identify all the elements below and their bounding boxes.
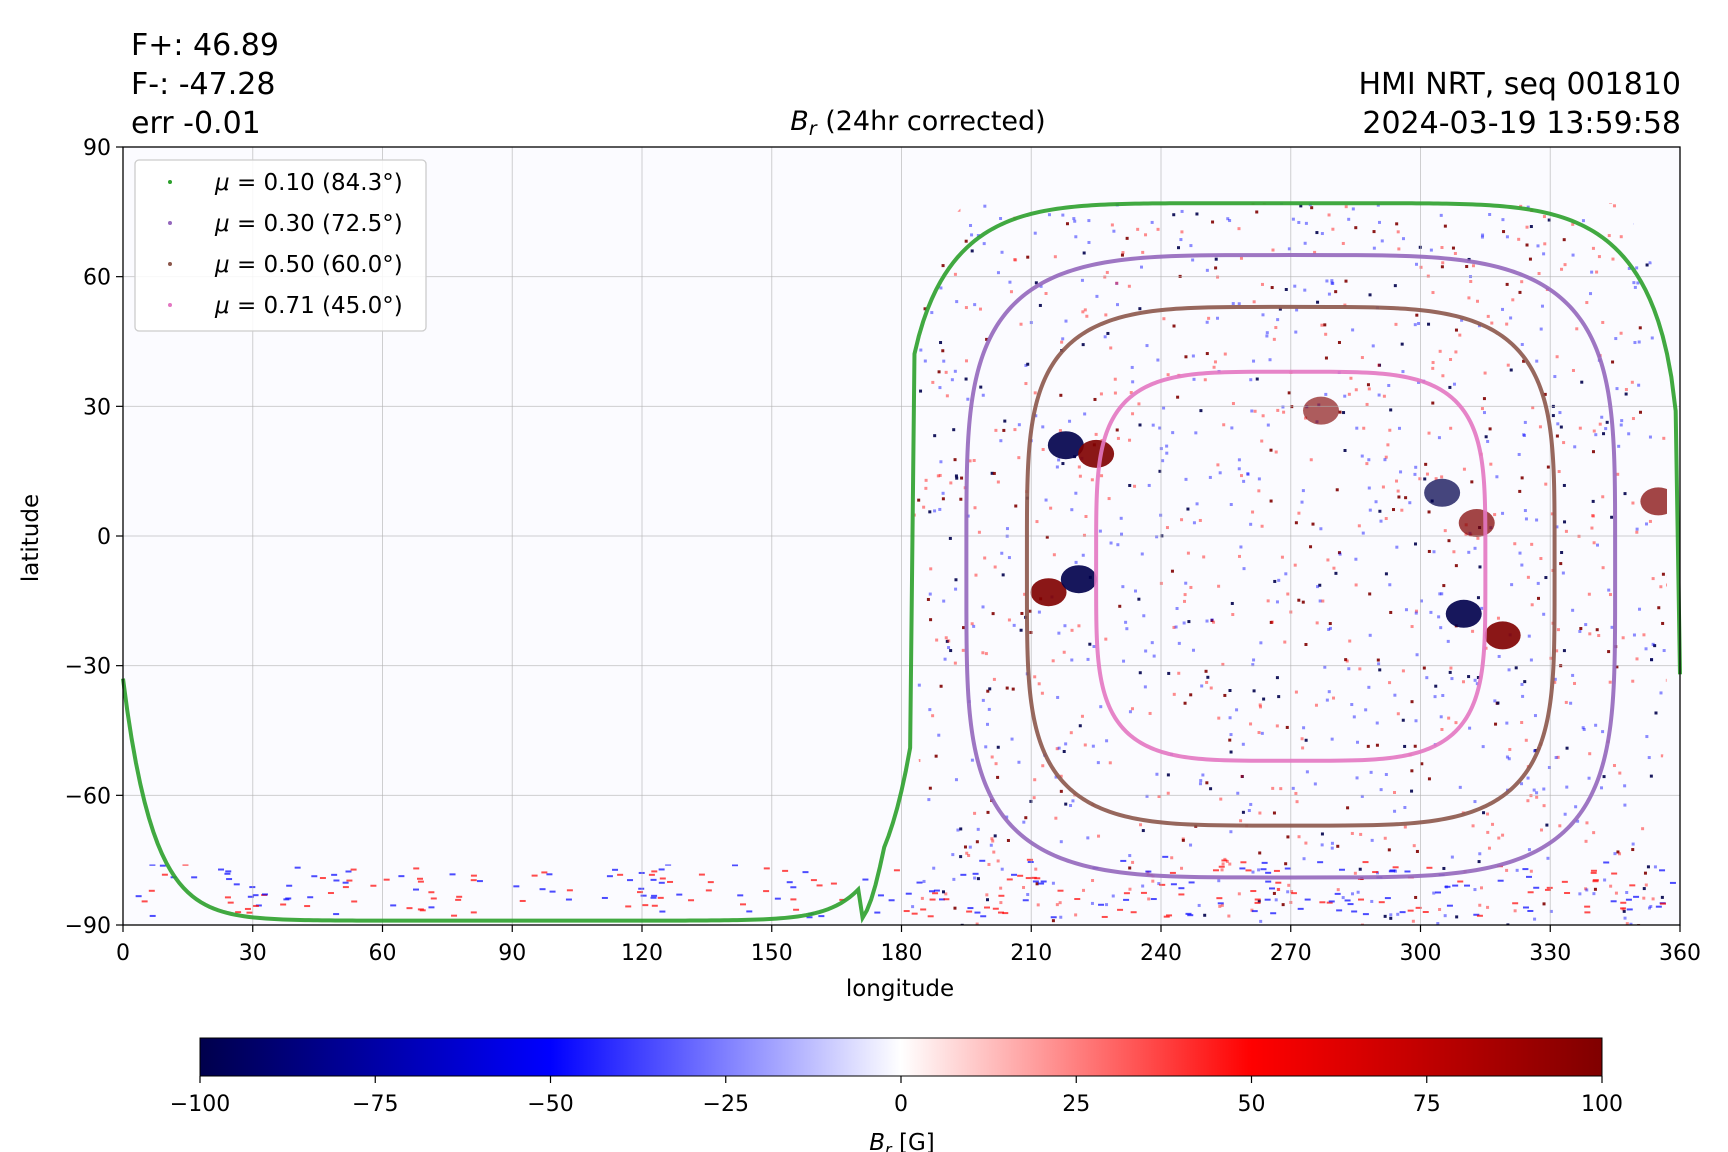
colorbar-tick-label: 100 (1581, 1092, 1623, 1117)
source-info: HMI NRT, seq 001810 2024-03-19 13:59:58 (1358, 66, 1681, 144)
flux-summary: F+: 46.89 F-: -47.28 err -0.01 (131, 27, 279, 144)
x-tick-label: 150 (751, 941, 793, 966)
colorbar-tick-label: 75 (1413, 1092, 1441, 1117)
legend-marker (168, 262, 172, 266)
y-tick-label: −90 (65, 914, 111, 939)
x-tick-label: 30 (239, 941, 267, 966)
colorbar-tick-label: 25 (1062, 1092, 1090, 1117)
timestamp: 2024-03-19 13:59:58 (1362, 106, 1681, 141)
y-tick-label: 90 (83, 136, 111, 161)
x-tick-label: 120 (621, 941, 663, 966)
legend: μ = 0.10 (84.3°) μ = 0.30 (72.5°) μ = 0.50… (134, 159, 427, 332)
active-region (1424, 478, 1461, 507)
x-tick-label: 60 (369, 941, 397, 966)
colorbar-ticks: −100 −75 −50 −25 0 25 50 75 100 (170, 1076, 1623, 1117)
x-tick-label: 210 (1010, 941, 1052, 966)
y-tick-label: 30 (83, 395, 111, 420)
colorbar-tick-label: −75 (352, 1092, 398, 1117)
legend-label: μ = 0.10 (84.3°) (214, 170, 403, 196)
x-tick-label: 270 (1270, 941, 1312, 966)
y-tick-label: 0 (97, 525, 111, 550)
x-tick-label: 300 (1400, 941, 1442, 966)
legend-box (134, 159, 427, 332)
colorbar-tick-label: 0 (894, 1092, 908, 1117)
mu-contours (121, 201, 1682, 924)
colorbar-tick-label: −50 (527, 1092, 573, 1117)
x-tick-label: 330 (1529, 941, 1571, 966)
x-tick-label: 0 (116, 941, 130, 966)
x-tick-label: 90 (498, 941, 526, 966)
flux-negative: F-: -47.28 (131, 67, 276, 102)
active-region (1047, 431, 1084, 460)
flux-positive: F+: 46.89 (131, 28, 279, 63)
legend-label: μ = 0.71 (45.0°) (214, 293, 403, 319)
x-tick-label: 180 (881, 941, 923, 966)
contour-mu-3 (1094, 369, 1488, 763)
x-tick-label: 360 (1659, 941, 1701, 966)
x-axis-ticks: 0 30 60 90 120 150 180 210 240 270 300 330 360 (116, 925, 1701, 966)
active-region (1445, 599, 1482, 628)
colorbar-tick-label: 50 (1238, 1092, 1266, 1117)
contour-mu-0 (121, 201, 1682, 924)
colorbar: −100 −75 −50 −25 0 25 50 75 100 Br [G] (170, 1037, 1623, 1152)
colorbar-label: Br [G] (869, 1130, 935, 1152)
legend-marker (168, 180, 172, 184)
active-region (1484, 621, 1521, 650)
chart-title: Br (24hr corrected) (790, 106, 1045, 140)
x-axis-label: longitude (846, 976, 954, 1002)
y-tick-label: −60 (65, 784, 111, 809)
colorbar-tick-label: −25 (703, 1092, 749, 1117)
legend-marker (168, 303, 172, 307)
active-region (1078, 439, 1115, 468)
y-axis-label: latitude (18, 494, 44, 582)
flux-error: err -0.01 (131, 106, 261, 141)
active-region (1458, 509, 1495, 538)
y-tick-label: −30 (65, 655, 111, 680)
y-tick-label: 60 (83, 266, 111, 291)
x-tick-label: 240 (1140, 941, 1182, 966)
contour-mu-1 (964, 253, 1618, 880)
legend-marker (168, 221, 172, 225)
active-region (1030, 578, 1067, 607)
colorbar-tick-label: −100 (170, 1092, 230, 1117)
legend-label: μ = 0.50 (60.0°) (214, 252, 403, 278)
colorbar-gradient (199, 1037, 1603, 1077)
source-label: HMI NRT, seq 001810 (1358, 67, 1681, 102)
contour-mu-2 (1024, 304, 1557, 828)
active-region (1303, 396, 1340, 425)
y-axis-ticks: −90 −60 −30 0 30 60 90 (65, 136, 123, 939)
magnetogram-data (135, 203, 1680, 926)
legend-label: μ = 0.30 (72.5°) (214, 211, 403, 237)
active-region (1060, 565, 1097, 594)
